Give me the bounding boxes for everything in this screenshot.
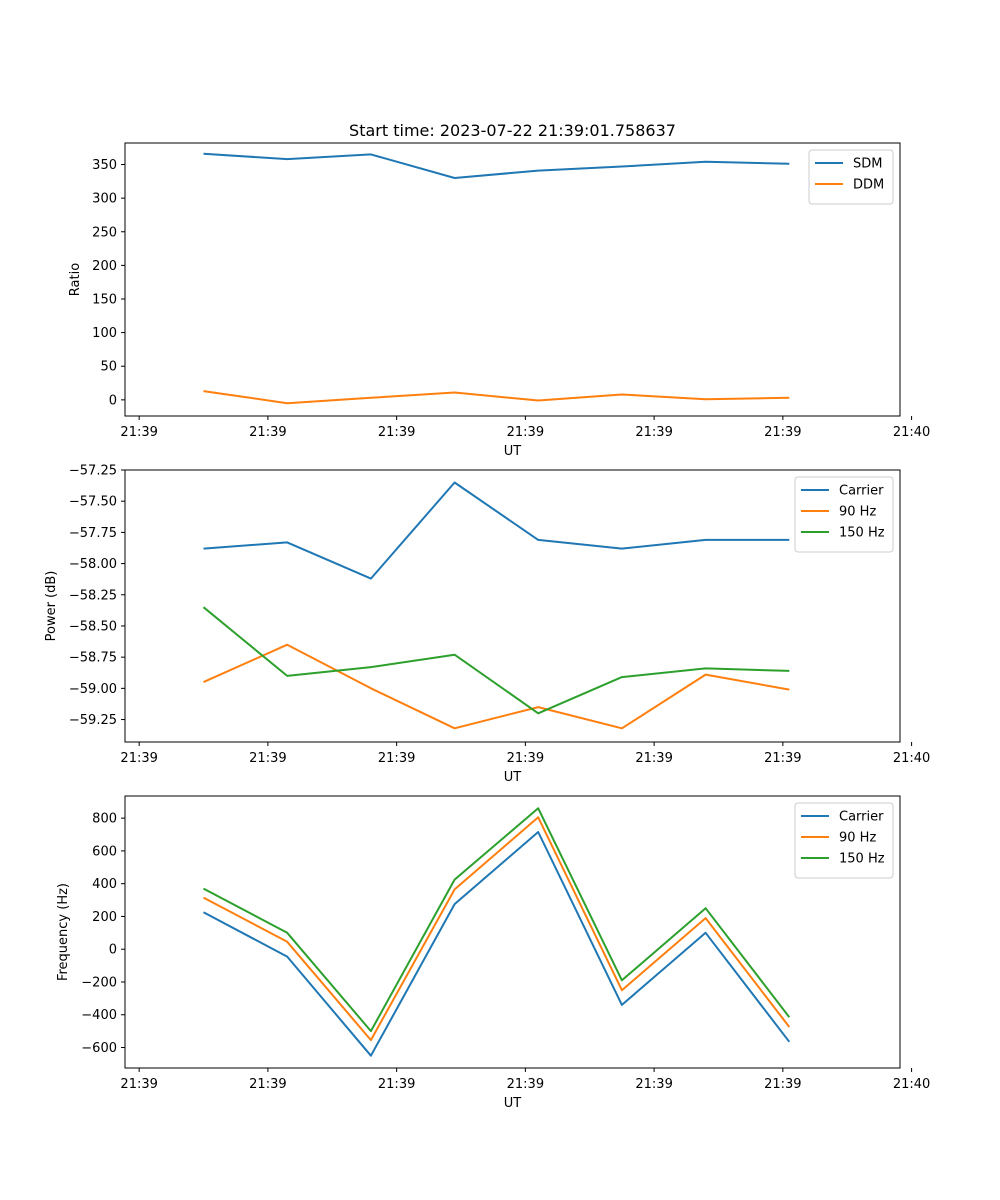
power-y-tick-label: −57.50 <box>69 495 117 510</box>
power-x-tick-label: 21:39 <box>635 751 672 766</box>
ratio-y-tick-label: 300 <box>92 192 117 207</box>
frequency-y-tick-label: 400 <box>92 877 117 892</box>
power-y-tick-label: −58.50 <box>69 619 117 634</box>
frequency-y-axis-label: Frequency (Hz) <box>56 883 71 981</box>
ratio-legend-label-ddm: DDM <box>853 178 884 193</box>
frequency-x-axis-label: UT <box>504 1096 522 1111</box>
ratio-y-axis-label: Ratio <box>68 263 83 296</box>
power-chart: 21:39 21:39 21:39 21:39 21:39 21:39 21:40 −59.2… <box>44 464 930 786</box>
figure-title: Start time: 2023-07-22 21:39:01.758637 <box>349 121 676 140</box>
ratio-y-tick-label: 100 <box>92 326 117 341</box>
power-legend-label-90-hz: 90 Hz <box>839 505 876 520</box>
power-x-axis-label: UT <box>504 770 522 785</box>
ratio-legend-label-sdm: SDM <box>853 157 882 172</box>
frequency-series-90-hz-line <box>203 816 791 1042</box>
power-y-tick-label: −58.00 <box>69 557 117 572</box>
frequency-y-tick-label: 600 <box>92 844 117 859</box>
power-y-tick-label: −59.00 <box>69 682 117 697</box>
power-legend-box <box>794 476 894 553</box>
power-axes-frame <box>124 469 901 743</box>
power-x-tick-label: 21:40 <box>893 751 930 766</box>
ratio-axes-frame <box>124 142 901 417</box>
frequency-y-tick-label: 800 <box>92 812 117 827</box>
ratio-series-ddm-line <box>203 390 790 405</box>
ratio-y-tick-label: 250 <box>92 225 117 240</box>
power-y-tick-label: −57.75 <box>69 526 117 541</box>
frequency-chart: 21:39 21:39 21:39 21:39 21:39 21:39 21:40 −600 −… <box>56 795 930 1111</box>
power-y-tick-label: −58.75 <box>69 651 117 666</box>
frequency-x-tick-label: 21:39 <box>120 1077 157 1092</box>
power-y-tick-label: −58.25 <box>69 588 117 603</box>
ratio-legend: SDM DDM <box>808 149 894 205</box>
frequency-legend-label-carrier: Carrier <box>839 810 884 825</box>
frequency-y-tick-label: −400 <box>81 1008 117 1023</box>
frequency-legend-label-90-hz: 90 Hz <box>839 831 876 846</box>
power-legend-label-carrier: Carrier <box>839 484 884 499</box>
ratio-x-axis-label: UT <box>504 444 522 459</box>
power-x-tick-label: 21:39 <box>764 751 801 766</box>
frequency-y-tick-label: 0 <box>109 943 117 958</box>
frequency-series-carrier-line <box>203 831 791 1057</box>
ratio-chart: 21:39 21:39 21:39 21:39 21:39 21:39 21:40 0 50 10… <box>68 142 930 459</box>
frequency-x-tick-label: 21:39 <box>249 1077 286 1092</box>
ratio-x-tick-label: 21:39 <box>635 425 672 440</box>
ratio-y-tick-label: 0 <box>109 393 117 408</box>
frequency-series-150-hz-line <box>203 807 791 1033</box>
ratio-series-sdm-line <box>203 152 790 179</box>
frequency-legend-box <box>794 802 894 879</box>
power-y-tick-label: −59.25 <box>69 713 117 728</box>
ratio-y-tick-label: 200 <box>92 259 117 274</box>
frequency-y-tick-label: −200 <box>81 975 117 990</box>
power-y-axis-label: Power (dB) <box>44 571 59 642</box>
frequency-x-tick-label: 21:39 <box>635 1077 672 1092</box>
power-x-tick-label: 21:39 <box>378 751 415 766</box>
power-x-tick-label: 21:39 <box>120 751 157 766</box>
ratio-x-tick-label: 21:39 <box>120 425 157 440</box>
ratio-x-tick-label: 21:39 <box>507 425 544 440</box>
power-series-150-hz-line <box>202 606 790 715</box>
ratio-y-tick-label: 50 <box>100 360 117 375</box>
power-y-tick-label: −57.25 <box>69 464 117 479</box>
frequency-x-tick-label: 21:40 <box>893 1077 930 1092</box>
power-legend: Carrier 90 Hz 150 Hz <box>794 476 894 553</box>
frequency-legend: Carrier 90 Hz 150 Hz <box>794 802 894 879</box>
ratio-y-tick-label: 150 <box>92 293 117 308</box>
frequency-legend-label-150-hz: 150 Hz <box>839 852 885 867</box>
power-x-tick-label: 21:39 <box>507 751 544 766</box>
ratio-x-tick-label: 21:39 <box>249 425 286 440</box>
frequency-x-tick-label: 21:39 <box>764 1077 801 1092</box>
ratio-x-tick-label: 21:39 <box>378 425 415 440</box>
power-series-carrier-line <box>203 481 790 580</box>
frequency-y-tick-label: 200 <box>92 910 117 925</box>
frequency-x-tick-label: 21:39 <box>507 1077 544 1092</box>
ratio-x-tick-label: 21:39 <box>764 425 801 440</box>
frequency-y-tick-label: −600 <box>81 1041 117 1056</box>
frequency-x-tick-label: 21:39 <box>378 1077 415 1092</box>
ratio-y-tick-label: 350 <box>92 158 117 173</box>
power-series-90-hz-line <box>203 643 790 730</box>
power-x-tick-label: 21:39 <box>249 751 286 766</box>
frequency-axes-frame <box>124 795 901 1069</box>
power-legend-label-150-hz: 150 Hz <box>839 526 885 541</box>
ratio-x-tick-label: 21:40 <box>893 425 930 440</box>
